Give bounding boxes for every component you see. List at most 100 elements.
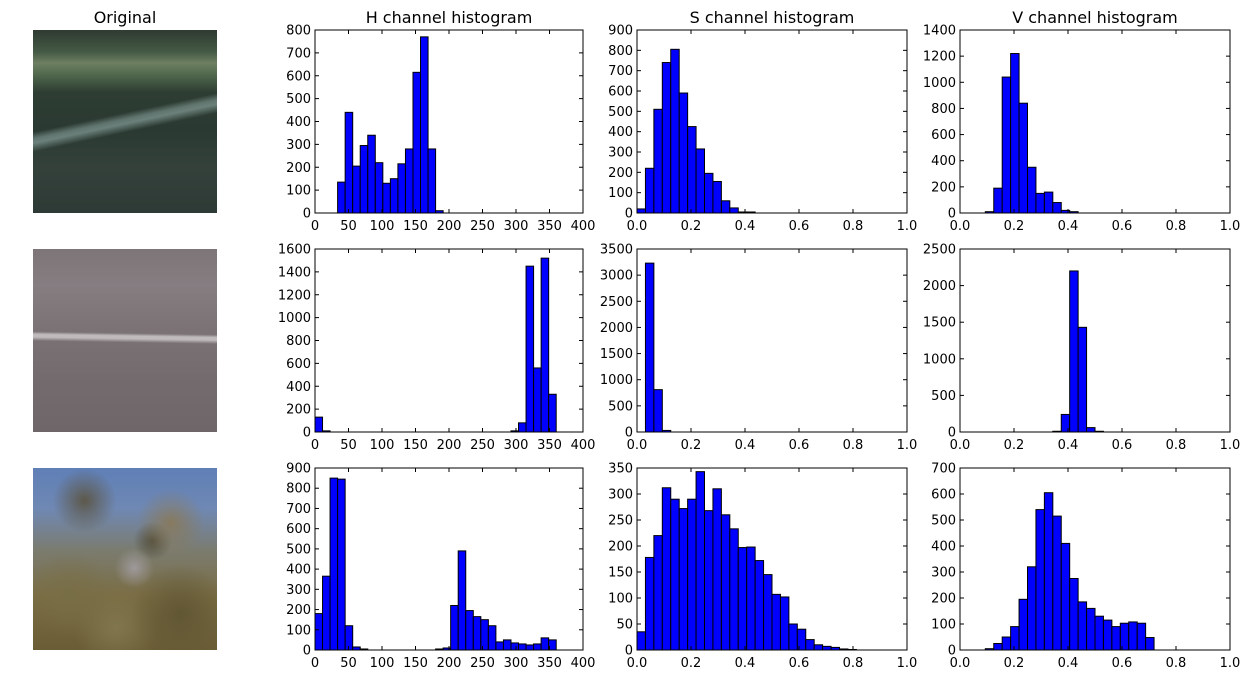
bar-row2-s-0 [636, 631, 646, 651]
bar-row0-h-14 [420, 36, 429, 214]
bar-row0-s-10 [720, 200, 731, 214]
bar-row2-h-22 [480, 619, 489, 651]
x-tick-label-row0-v: 0.4 [1058, 219, 1079, 234]
bar-row2-s-8 [704, 510, 714, 651]
y-tick-label-row1-s: 3000 [600, 269, 633, 284]
bar-row0-s-5 [678, 92, 689, 214]
title-v-channel: V channel histogram [1012, 8, 1178, 27]
x-tick-label-row1-h: 300 [504, 438, 529, 453]
x-tick-label-row0-h: 50 [340, 219, 357, 234]
bar-row0-h-5 [352, 165, 361, 214]
histogram-row1-s: 0.0 0.2 0.4 0.6 0.8 1.0 0 500 1000 1500 2000 2500 30… [600, 243, 917, 454]
bar-row2-s-5 [678, 508, 689, 651]
x-tick-label-row1-v: 0.8 [1166, 438, 1187, 453]
x-tick-label-row2-h: 200 [437, 656, 462, 671]
x-tick-label-row1-v: 0.6 [1112, 438, 1133, 453]
bar-row2-h-2 [329, 477, 339, 651]
bar-row2-s-1 [644, 556, 655, 651]
bar-row1-v-13 [1069, 270, 1079, 433]
bar-row0-s-4 [670, 48, 680, 214]
bar-row2-h-28 [525, 644, 535, 651]
bar-row0-h-4 [344, 111, 354, 214]
bar-row2-v-19 [1119, 622, 1130, 651]
bar-row1-s-1 [644, 262, 655, 433]
y-tick-label-row1-h: 1400 [278, 265, 311, 280]
y-tick-label-row2-v: 200 [931, 592, 956, 607]
axes-frame-row2-v [959, 467, 1231, 651]
histogram-row1-v: 0.0 0.2 0.4 0.6 0.8 1.0 0 500 1000 1500 2000 2500 [923, 243, 1240, 454]
y-tick-label-row2-s: 0 [625, 644, 633, 659]
axes-frame-row0-v [959, 29, 1231, 214]
y-tick-label-row2-v: 300 [931, 566, 956, 581]
bar-row0-h-13 [412, 71, 422, 214]
bar-row2-v-10 [1043, 492, 1054, 651]
bar-row0-s-8 [704, 172, 714, 214]
y-tick-label-row0-v: 1200 [923, 50, 956, 65]
histogram-row0-s: 0.0 0.2 0.4 0.6 0.8 1.0 0 100 200 300 400 500 600 700… [608, 24, 917, 235]
bar-row1-h-28 [525, 265, 535, 433]
y-tick-label-row2-s: 100 [608, 592, 633, 607]
x-tick-label-row2-s: 0.8 [843, 656, 864, 671]
bar-row0-h-9 [382, 182, 391, 214]
x-tick-label-row1-s: 0.0 [627, 438, 648, 453]
x-tick-label-row0-v: 1.0 [1220, 219, 1241, 234]
bar-row0-s-3 [661, 62, 672, 214]
y-tick-label-row1-v: 0 [948, 426, 956, 441]
x-tick-label-row2-v: 0.8 [1166, 656, 1187, 671]
x-tick-label-row0-v: 0.2 [1004, 219, 1025, 234]
bar-row0-v-8 [1027, 166, 1037, 214]
y-tick-label-row1-h: 400 [286, 380, 311, 395]
x-tick-label-row1-v: 0.0 [950, 438, 971, 453]
x-tick-label-row2-v: 0.2 [1004, 656, 1025, 671]
y-tick-label-row1-v: 2500 [923, 243, 956, 258]
bar-row2-h-29 [533, 643, 542, 651]
bar-row2-h-21 [472, 616, 482, 651]
bar-row2-h-25 [502, 639, 512, 651]
x-tick-label-row1-v: 0.2 [1004, 438, 1025, 453]
y-tick-label-row0-s: 200 [608, 166, 633, 181]
y-tick-label-row2-h: 300 [286, 583, 311, 598]
y-tick-label-row1-h: 200 [286, 403, 311, 418]
bar-row2-v-12 [1060, 542, 1071, 651]
bar-row2-v-8 [1027, 566, 1037, 651]
y-tick-label-row2-h: 500 [286, 542, 311, 557]
bar-row2-s-3 [661, 487, 672, 651]
y-tick-label-row1-v: 1500 [923, 316, 956, 331]
bar-row2-v-16 [1094, 615, 1104, 651]
bar-row2-v-4 [993, 643, 1003, 651]
bar-row2-s-22 [822, 645, 832, 651]
bar-row0-h-8 [374, 162, 384, 214]
y-tick-label-row1-h: 1000 [278, 311, 311, 326]
x-tick-label-row1-h: 0 [311, 438, 319, 453]
bar-row0-s-0 [636, 208, 646, 214]
x-tick-label-row1-s: 0.4 [735, 438, 756, 453]
y-tick-label-row2-s: 300 [608, 488, 633, 503]
y-tick-label-row2-s: 200 [608, 540, 633, 555]
bar-row2-h-3 [337, 478, 346, 651]
bar-row0-h-3 [337, 181, 346, 214]
histogram-row0-v: 0.0 0.2 0.4 0.6 0.8 1.0 0 200 400 600 800 1000 1200 1… [923, 24, 1240, 235]
bar-row0-s-2 [653, 108, 663, 214]
bar-row2-s-13 [746, 546, 756, 651]
title-h-channel: H channel histogram [365, 8, 533, 27]
y-tick-label-row2-h: 700 [286, 502, 311, 517]
x-tick-label-row0-h: 0 [311, 219, 319, 234]
x-tick-label-row0-h: 300 [504, 219, 529, 234]
bar-row2-v-22 [1145, 637, 1155, 651]
y-tick-label-row0-s: 600 [608, 85, 633, 100]
y-tick-label-row0-s: 0 [625, 207, 633, 222]
y-tick-label-row2-s: 50 [616, 618, 633, 633]
x-tick-label-row0-h: 400 [571, 219, 596, 234]
x-tick-label-row0-h: 100 [370, 219, 395, 234]
y-tick-label-row2-h: 900 [286, 462, 311, 477]
bar-row2-s-2 [653, 535, 663, 651]
y-tick-label-row2-s: 250 [608, 514, 633, 529]
x-tick-label-row1-s: 1.0 [897, 438, 918, 453]
x-tick-label-row1-h: 200 [437, 438, 462, 453]
bar-row0-s-11 [729, 207, 739, 214]
x-tick-label-row2-s: 0.6 [789, 656, 810, 671]
bar-row2-v-17 [1102, 619, 1113, 651]
bar-row2-v-6 [1010, 626, 1020, 651]
x-tick-label-row2-s: 0.2 [681, 656, 702, 671]
y-tick-label-row1-v: 1000 [923, 352, 956, 367]
